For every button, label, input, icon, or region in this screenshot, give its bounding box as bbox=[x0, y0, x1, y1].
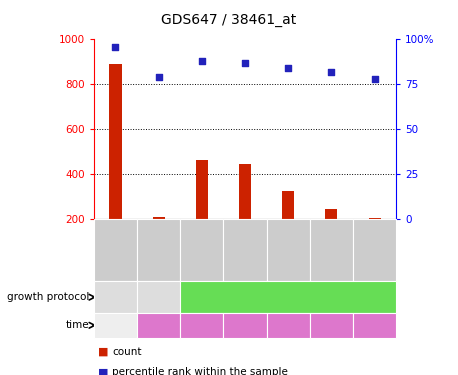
Point bbox=[241, 60, 249, 66]
Bar bbox=[196, 160, 208, 219]
Text: 5 w: 5 w bbox=[323, 320, 340, 330]
Text: 0 mM
glucose: 0 mM glucose bbox=[99, 288, 132, 307]
Text: ■: ■ bbox=[98, 368, 109, 375]
Text: 2 w: 2 w bbox=[193, 320, 211, 330]
Text: GSM19155: GSM19155 bbox=[240, 230, 250, 271]
Text: GSM19157: GSM19157 bbox=[154, 230, 163, 271]
Text: ■: ■ bbox=[98, 347, 109, 357]
Text: 10 mM
glucose: 10 mM glucose bbox=[142, 288, 175, 307]
Text: 7 w: 7 w bbox=[366, 320, 383, 330]
Text: GSM19154: GSM19154 bbox=[197, 230, 207, 271]
Text: GSM19153: GSM19153 bbox=[111, 230, 120, 271]
Text: growth protocol: growth protocol bbox=[7, 292, 89, 302]
Point bbox=[112, 44, 119, 50]
Point bbox=[328, 69, 335, 75]
Point bbox=[155, 74, 162, 80]
Text: time: time bbox=[65, 320, 89, 330]
Text: percentile rank within the sample: percentile rank within the sample bbox=[112, 368, 288, 375]
Point bbox=[284, 65, 292, 71]
Text: GDS647 / 38461_at: GDS647 / 38461_at bbox=[161, 13, 297, 27]
Text: 4 w: 4 w bbox=[150, 320, 167, 330]
Point bbox=[198, 58, 206, 64]
Bar bbox=[153, 217, 165, 219]
Text: 3 w: 3 w bbox=[236, 320, 254, 330]
Text: 1 w: 1 w bbox=[107, 320, 124, 330]
Bar bbox=[109, 64, 121, 219]
Text: 25 mM glucose: 25 mM glucose bbox=[256, 292, 320, 302]
Bar bbox=[369, 217, 381, 219]
Point bbox=[371, 76, 378, 82]
Bar bbox=[282, 191, 294, 219]
Text: GSM19164: GSM19164 bbox=[370, 230, 379, 271]
Text: count: count bbox=[112, 347, 142, 357]
Bar bbox=[239, 164, 251, 219]
Text: GSM19156: GSM19156 bbox=[284, 230, 293, 271]
Text: 4 w: 4 w bbox=[279, 320, 297, 330]
Text: GSM19163: GSM19163 bbox=[327, 230, 336, 271]
Bar bbox=[325, 209, 338, 219]
